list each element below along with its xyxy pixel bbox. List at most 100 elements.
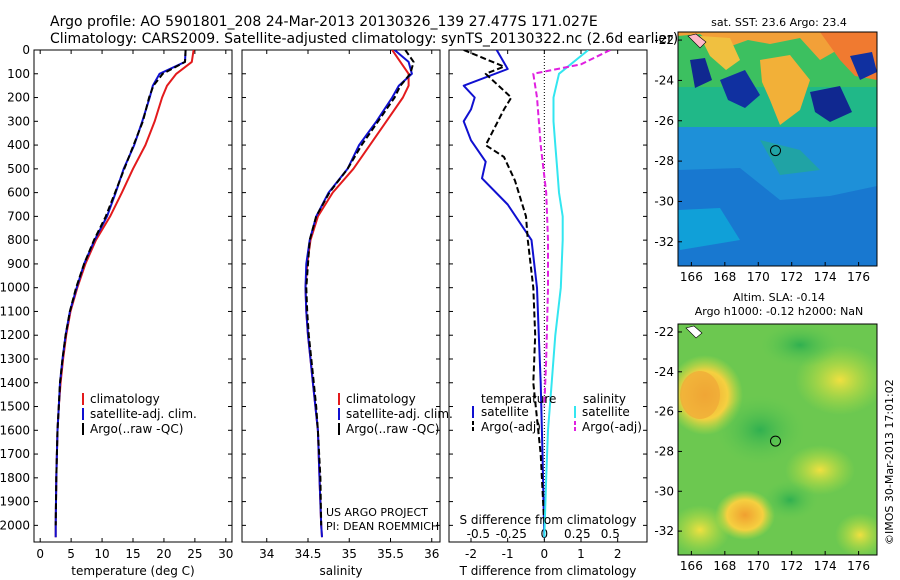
series-line-satellite [462,50,546,538]
sla-map-title2: Argo h1000: -0.12 h2000: NaN [695,305,864,318]
lat-tick-label: -26 [654,114,674,128]
legend-argo-label: Argo(..raw -QC) [90,422,183,436]
lat-tick-label: -28 [654,444,674,458]
legend-climatology-label: climatology [90,392,160,406]
depth-tick-label: 600 [7,186,30,200]
x-tick-label: 34 [259,547,274,561]
sst-map-lat-axis: -22 -24 -26 -28 -30 -32 [654,33,682,249]
lat-tick-label: -24 [654,73,674,87]
depth-axis: 0 100 200 300 400 500 600 700 800 900 1000 1100 1200… [0,43,232,532]
x-tick-label: 15 [125,547,140,561]
lon-tick-label: 176 [847,270,870,284]
legend-s-argo-label: Argo(-adj) [582,420,642,434]
lon-tick-label: 168 [713,559,736,573]
depth-tick-label: 1000 [0,281,30,295]
x-tick-label: 36 [424,547,439,561]
depth-tick-label: 300 [7,114,30,128]
x-tick-label: -1 [502,547,514,561]
figure-title-line2: Climatology: CARS2009. Satellite-adjuste… [50,31,678,47]
x-tick-label: 30 [218,547,233,561]
x-tick-label: 10 [94,547,109,561]
legend-argo-label: Argo(..raw -QC) [346,422,439,436]
lat-tick-label: -28 [654,154,674,168]
lat-tick-label: -24 [654,365,674,379]
lat-tick-label: -30 [654,484,674,498]
lon-tick-label: 176 [847,559,870,573]
temperature-axes-frame [33,49,233,543]
depth-tick-label: 100 [7,67,30,81]
series-line-argo [463,50,546,526]
sla-map-lon-axis: 166 168 170 172 174 176 [680,551,870,573]
series-line-argo [305,50,415,526]
difference-panel: -2 -1 0 1 2 -0.5 -0.25 0 0.25 0.5 T difference f… [448,49,648,578]
s-tick-label: 0.5 [601,527,620,541]
legend-t-argo-label: Argo(-adj) [481,420,541,434]
depth-tick-label: 1700 [0,447,30,461]
lat-tick-label: -30 [654,194,674,208]
depth-tick-label: 1400 [0,376,30,390]
depth-tick-label: 2000 [0,518,30,532]
depth-tick-label: 1300 [0,352,30,366]
lon-tick-label: 170 [747,559,770,573]
sla-profile-marker [770,435,781,447]
sla-map-field [678,324,877,555]
depth-tick-label: 400 [7,138,30,152]
lon-tick-label: 174 [814,559,837,573]
salinity-depth-ticks [242,49,440,526]
salinity-series [304,50,415,538]
lat-tick-label: -22 [654,325,674,339]
legend-t-satellite-label: satellite [481,405,529,419]
depth-tick-label: 900 [7,257,30,271]
x-tick-label: 25 [187,547,202,561]
sla-map-title1: Altim. SLA: -0.14 [733,291,825,304]
series-line-argo_salinity [532,50,611,407]
salinity-xlabel: salinity [319,564,362,578]
series-line-satellite [304,50,413,538]
x-tick-label: 5 [67,547,75,561]
depth-tick-label: 0 [22,43,30,57]
sst-map-frame [677,31,878,267]
difference-depth-ticks [449,49,647,526]
sla-map-lat-axis: -22 -24 -26 -28 -30 -32 [654,325,682,538]
sst-map: sat. SST: 23.6 Argo: 23.4 166 168 170 172 17… [654,16,878,284]
sst-map-field [678,32,877,266]
lon-tick-label: 168 [713,270,736,284]
depth-tick-label: 800 [7,233,30,247]
lat-tick-label: -26 [654,405,674,419]
imos-credit: ©IMOS 30-Mar-2013 17:01:02 [883,379,896,545]
salinity-x-axis: 34 34.5 35 35.5 36 [259,50,439,561]
pi-credit: PI: DEAN ROEMMICH [326,520,439,533]
temperature-xlabel: temperature (deg C) [71,564,194,578]
lon-tick-label: 166 [680,270,703,284]
series-line-climatology [304,50,410,538]
x-tick-label: 1 [577,547,585,561]
x-tick-label: 20 [156,547,171,561]
legend-climatology-label: climatology [346,392,416,406]
temperature-legend: climatology satellite-adj. clim. Argo(..… [82,392,197,436]
sla-map: Altim. SLA: -0.14 Argo h1000: -0.12 h200… [654,291,878,573]
x-tick-label: 2 [614,547,622,561]
salinity-difference-axis: -0.5-0.2500.250.5 [467,527,620,541]
difference-x-axis: -2 -1 0 1 2 [465,50,621,561]
series-line-sat_salinity [543,50,589,538]
depth-tick-label: 1500 [0,400,30,414]
temperature-x-axis: 0 5 10 15 20 25 30 [36,50,233,561]
sst-map-lon-axis: 166 168 170 172 174 176 [680,262,870,284]
depth-tick-label: 1100 [0,304,30,318]
legend-salinity-title: salinity [583,392,626,406]
legend-satellite-label: satellite-adj. clim. [346,407,453,421]
lon-tick-label: 174 [814,270,837,284]
s-tick-label: -0.5 [467,527,490,541]
salinity-legend: climatology satellite-adj. clim. Argo(..… [338,392,453,436]
depth-tick-label: 200 [7,91,30,105]
difference-legend: temperature salinity satellite Argo(-adj… [472,392,642,434]
salinity-panel: 34 34.5 35 35.5 36 salinity climatology sate… [241,49,453,578]
temperature-panel: 0100200300400500600700800900100011001200… [0,43,233,578]
depth-tick-label: 1900 [0,495,30,509]
lat-tick-label: -32 [654,235,674,249]
x-tick-label: 35 [342,547,357,561]
legend-temperature-title: temperature [481,392,556,406]
legend-s-satellite-label: satellite [582,405,630,419]
x-tick-label: 0 [36,547,44,561]
